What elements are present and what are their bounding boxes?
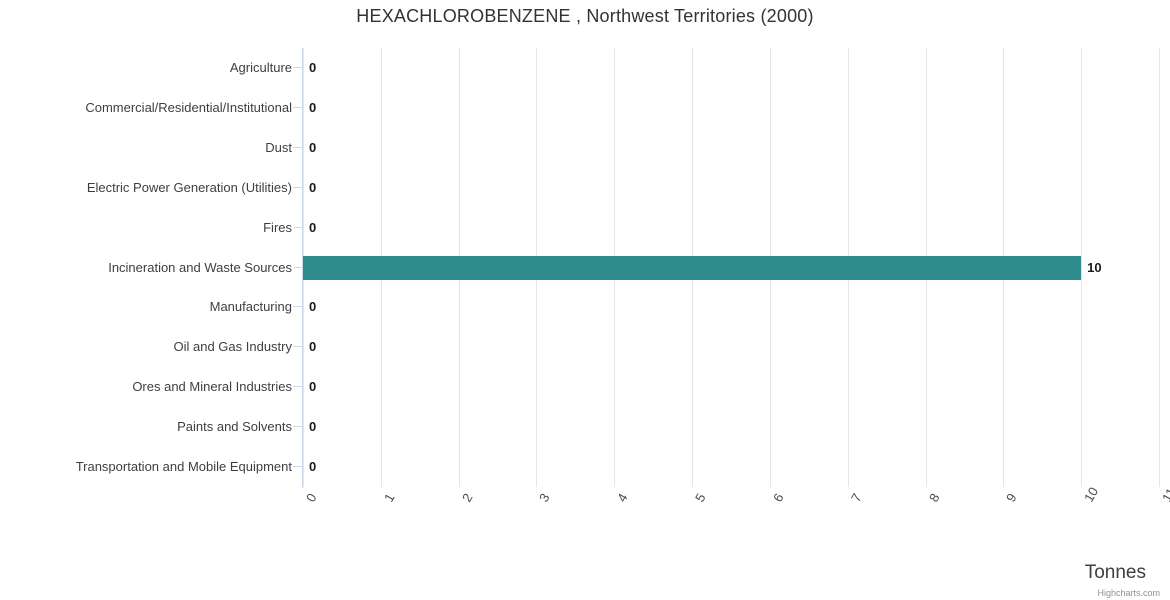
y-axis-label: Oil and Gas Industry [173, 339, 293, 355]
bar-data-label: 0 [309, 339, 317, 355]
y-axis-label: Incineration and Waste Sources [108, 259, 292, 275]
x-axis-tick-label: 5 [692, 490, 709, 505]
x-axis-tick-label: 3 [536, 490, 554, 505]
chart-title: HEXACHLOROBENZENE , Northwest Territorie… [356, 6, 814, 26]
bar-data-label: 0 [309, 299, 317, 315]
bar-row: Dust 0 [0, 128, 1170, 168]
bar-row: Manufacturing 0 [0, 287, 1170, 327]
y-axis-tick [293, 106, 302, 108]
y-axis-label: Transportation and Mobile Equipment [75, 459, 292, 474]
y-axis-label: Fires [263, 219, 292, 235]
bar[interactable] [303, 255, 1082, 280]
bar-row: Oil and Gas Industry 0 [0, 327, 1170, 367]
bar-row: Ores and Mineral Industries 0 [0, 367, 1170, 407]
highcharts-credits[interactable]: Highcharts.com [1097, 588, 1160, 598]
x-axis-tick-label: 2 [458, 490, 476, 505]
bar-data-label: 0 [309, 99, 317, 115]
x-axis-tick-label: 6 [769, 490, 787, 505]
y-axis-tick [293, 186, 302, 188]
y-axis-line [302, 48, 303, 488]
bar-data-label: 0 [309, 379, 317, 395]
y-axis-tick [293, 67, 302, 68]
x-axis-tick-label: 10 [1081, 484, 1102, 505]
bar-row: Fires 0 [0, 208, 1170, 248]
bar-data-label: 0 [309, 419, 317, 435]
x-axis-tick-label: 4 [614, 490, 631, 505]
x-axis-tick-label: 0 [303, 490, 320, 505]
bar-row: Electric Power Generation (Utilities) 0 [0, 168, 1170, 208]
y-axis-label: Commercial/Residential/Institutional [85, 99, 292, 115]
bar-data-label: 0 [309, 179, 317, 195]
bar-row: Transportation and Mobile Equipment 0 [0, 447, 1170, 487]
bar-data-label: 0 [309, 459, 317, 474]
y-axis-label: Manufacturing [209, 299, 292, 315]
x-axis-title: Tonnes [1084, 562, 1146, 583]
bar-data-label: 0 [309, 139, 317, 155]
bar-row: Incineration and Waste Sources 10 [0, 248, 1170, 288]
bar-data-label: 10 [1087, 259, 1102, 275]
x-axis-tick-label: 7 [847, 490, 865, 505]
bar-data-label: 0 [309, 219, 317, 235]
y-axis-tick [293, 146, 302, 148]
x-axis-tick-label: 8 [925, 490, 943, 505]
y-axis-label: Ores and Mineral Industries [132, 379, 292, 395]
y-axis-tick [293, 466, 302, 467]
gridline-x-10 [1081, 48, 1082, 487]
bar-data-label: 0 [309, 60, 317, 75]
y-axis-label: Electric Power Generation (Utilities) [86, 179, 292, 195]
gridline-x-11 [1159, 48, 1160, 487]
x-axis-tick-label: 9 [1003, 490, 1020, 505]
y-axis-label: Dust [265, 139, 292, 155]
y-axis-tick [293, 346, 302, 348]
y-axis-tick [293, 226, 302, 228]
y-axis-label: Paints and Solvents [177, 419, 292, 435]
y-axis-tick [293, 426, 302, 428]
x-axis-tick-label: 1 [380, 490, 398, 505]
bar-row: Commercial/Residential/Institutional 0 [0, 88, 1170, 128]
y-axis-tick [293, 306, 302, 308]
x-axis-tick-label: 11 [1159, 485, 1170, 505]
bar-row: Agriculture 0 [0, 48, 1170, 88]
y-axis-tick [293, 266, 302, 268]
bar-row: Paints and Solvents 0 [0, 407, 1170, 447]
y-axis-tick [293, 386, 302, 388]
y-axis-label: Agriculture [229, 60, 292, 75]
